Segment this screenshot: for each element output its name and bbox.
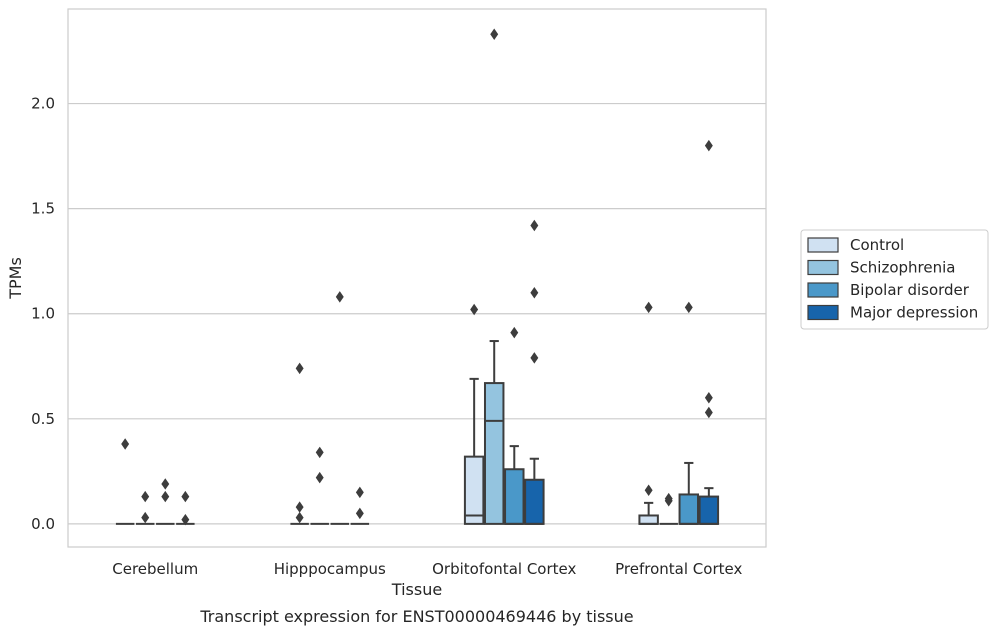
y-axis-ticks: 0.0 0.5 1.0 1.5 2.0 xyxy=(31,95,55,533)
box-series xyxy=(115,28,720,526)
outlier-point xyxy=(315,471,324,484)
outlier-point xyxy=(644,484,653,496)
outlier-point xyxy=(704,139,713,152)
outlier-point xyxy=(510,326,519,339)
box-major-depression xyxy=(698,139,720,525)
outlier-point xyxy=(355,486,364,499)
box-body xyxy=(483,382,505,525)
legend-label: Major depression xyxy=(850,304,978,322)
outlier-point xyxy=(181,490,190,503)
box-schizophrenia xyxy=(135,490,155,525)
box-major-depression xyxy=(176,490,195,526)
x-tick-label: Hipppocampus xyxy=(274,560,386,578)
outlier-point xyxy=(181,513,190,526)
box-body xyxy=(698,495,720,525)
box-major-depression xyxy=(350,486,370,525)
y-tick-label: 1.5 xyxy=(31,200,55,218)
legend-label: Schizophrenia xyxy=(850,259,955,277)
outlier-point xyxy=(684,301,693,314)
box-body xyxy=(463,455,485,525)
outlier-point xyxy=(490,28,499,40)
outlier-point xyxy=(530,219,539,232)
outlier-point xyxy=(121,438,130,450)
outlier-point xyxy=(530,286,539,299)
box-bipolar-disorder xyxy=(330,291,350,525)
outlier-point xyxy=(470,303,479,316)
box-schizophrenia xyxy=(483,28,505,525)
plot-frame xyxy=(67,8,767,548)
box-body xyxy=(504,468,525,525)
legend: Control Schizophrenia Bipolar disorder Majo… xyxy=(800,229,989,330)
legend-label: Control xyxy=(850,236,904,254)
outlier-point xyxy=(704,392,713,404)
y-axis-label: TPMs xyxy=(6,257,25,300)
x-tick-label: Prefrontal Cortex xyxy=(615,560,742,578)
outlier-point xyxy=(315,446,324,459)
legend-swatch xyxy=(807,237,839,253)
box-control xyxy=(638,301,659,525)
chart-title: Transcript expression for ENST0000046944… xyxy=(199,607,633,626)
outlier-point xyxy=(141,490,150,503)
outlier-point xyxy=(530,352,539,364)
box-major-depression xyxy=(524,219,545,525)
box-schizophrenia xyxy=(310,446,329,525)
box-control xyxy=(463,303,485,525)
box-control xyxy=(115,438,135,525)
outlier-point xyxy=(295,511,304,524)
legend-items: Control Schizophrenia Bipolar disorder Majo… xyxy=(807,236,978,322)
outlier-point xyxy=(335,291,344,303)
box-bipolar-disorder xyxy=(504,326,525,525)
legend-swatch xyxy=(807,304,839,321)
y-tick-label: 2.0 xyxy=(31,95,55,113)
outlier-point xyxy=(161,490,170,503)
y-tick-label: 0.5 xyxy=(31,410,55,428)
box-body xyxy=(678,493,700,525)
outlier-point xyxy=(141,511,150,524)
legend-swatch xyxy=(807,259,839,276)
box-schizophrenia xyxy=(659,492,678,525)
box-body xyxy=(638,514,659,525)
y-tick-label: 1.0 xyxy=(31,305,55,323)
x-tick-label: Cerebellum xyxy=(112,560,198,578)
outlier-point xyxy=(704,406,713,419)
outlier-point xyxy=(295,362,304,375)
box-bipolar-disorder xyxy=(156,478,175,525)
legend-frame xyxy=(800,229,989,330)
legend-label: Bipolar disorder xyxy=(850,281,970,299)
x-axis-label: Tissue xyxy=(391,580,442,599)
outlier-point xyxy=(644,301,653,314)
box-control xyxy=(290,362,309,525)
x-axis-ticks: Cerebellum Hipppocampus Orbitofontal Corte… xyxy=(112,560,742,578)
legend-swatch xyxy=(807,282,839,298)
y-tick-label: 0.0 xyxy=(31,515,55,533)
box-bipolar-disorder xyxy=(678,301,700,525)
box-body xyxy=(524,478,545,525)
x-tick-label: Orbitofontal Cortex xyxy=(432,560,576,578)
outlier-point xyxy=(355,507,364,520)
outlier-point xyxy=(664,495,673,507)
outlier-point xyxy=(161,478,170,490)
